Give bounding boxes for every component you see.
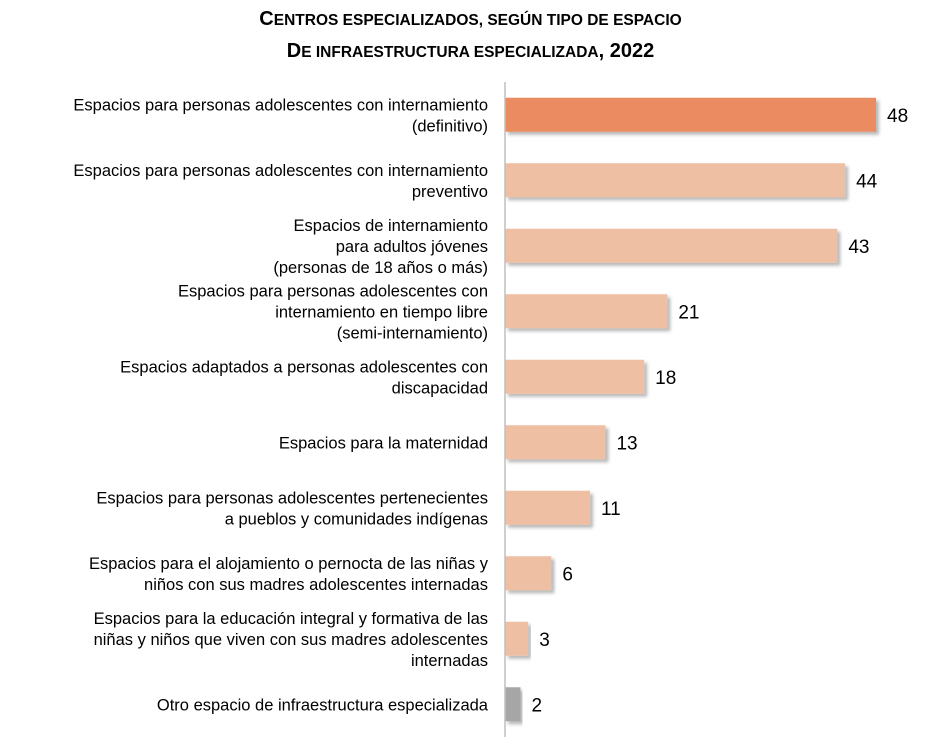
category-label-line: a pueblos y comunidades indígenas — [225, 510, 488, 528]
category-label-7: Espacios para personas adolescentes pert… — [96, 489, 488, 528]
bar-9 — [505, 621, 529, 656]
bar-7 — [505, 490, 591, 525]
category-label-line: Espacios para la maternidad — [279, 434, 488, 452]
category-label-line: internadas — [411, 652, 488, 670]
category-label-line: Espacios para personas adolescentes con … — [73, 96, 488, 114]
bar-5 — [505, 359, 645, 394]
category-label-2: Espacios para personas adolescentes con … — [73, 162, 488, 201]
value-label-7: 11 — [601, 499, 621, 520]
value-label-9: 3 — [539, 630, 550, 651]
category-label-line: (definitivo) — [412, 117, 488, 135]
category-label-1: Espacios para personas adolescentes con … — [73, 96, 488, 135]
category-label-9: Espacios para la educación integral y fo… — [94, 610, 488, 670]
bar-8 — [505, 556, 552, 591]
value-label-3: 43 — [848, 237, 869, 258]
category-label-line: (personas de 18 años o más) — [273, 259, 488, 277]
category-label-line: Espacios de internamiento — [294, 217, 488, 235]
category-label-line: Espacios para el alojamiento o pernocta … — [89, 555, 489, 573]
value-label-10: 2 — [531, 695, 542, 716]
category-label-line: niños con sus madres adolescentes intern… — [144, 576, 488, 594]
category-label-line: preventivo — [412, 183, 488, 201]
category-label-line: Espacios para personas adolescentes con — [178, 282, 488, 300]
bar-2 — [505, 163, 846, 198]
category-label-line: (semi-internamiento) — [337, 324, 488, 342]
category-label-3: Espacios de internamiento para adultos jó… — [273, 217, 488, 277]
bar-10 — [505, 687, 521, 722]
value-label-2: 44 — [856, 171, 878, 192]
category-label-line: Espacios para la educación integral y fo… — [94, 610, 488, 628]
value-label-5: 18 — [655, 368, 676, 389]
category-label-line: Espacios para personas adolescentes con … — [73, 162, 488, 180]
category-label-line: discapacidad — [392, 379, 488, 397]
chart-title-line-2: DE INFRAESTRUCTURA ESPECIALIZADA, 2022 — [286, 40, 655, 62]
category-label-line: Espacios adaptados a personas adolescent… — [120, 358, 488, 376]
category-label-8: Espacios para el alojamiento o pernocta … — [89, 555, 489, 594]
category-label-5: Espacios adaptados a personas adolescent… — [120, 358, 488, 397]
value-label-6: 13 — [616, 433, 637, 454]
category-label-line: Espacios para personas adolescentes pert… — [96, 489, 488, 507]
category-label-line: para adultos jóvenes — [336, 238, 488, 256]
bar-3 — [505, 228, 838, 263]
category-label-4: Espacios para personas adolescentes con i… — [178, 282, 488, 342]
category-label-line: internamiento en tiempo libre — [275, 303, 488, 321]
chart-title-line-1: CENTROS ESPECIALIZADOS, SEGÚN TIPO DE ES… — [259, 8, 682, 30]
value-label-4: 21 — [678, 302, 699, 323]
category-label-10: Otro espacio de infraestructura especial… — [157, 696, 489, 714]
bar-6 — [505, 425, 606, 460]
category-label-line: niñas y niños que viven con sus madres a… — [94, 631, 488, 649]
bar-4 — [505, 294, 668, 329]
category-label-6: Espacios para la maternidad — [279, 434, 488, 452]
value-label-1: 48 — [887, 106, 908, 127]
category-label-line: Otro espacio de infraestructura especial… — [157, 696, 489, 714]
chart-title: CENTROS ESPECIALIZADOS, SEGÚN TIPO DE ES… — [0, 4, 941, 68]
value-label-8: 6 — [562, 564, 573, 585]
bar-1 — [505, 97, 876, 132]
